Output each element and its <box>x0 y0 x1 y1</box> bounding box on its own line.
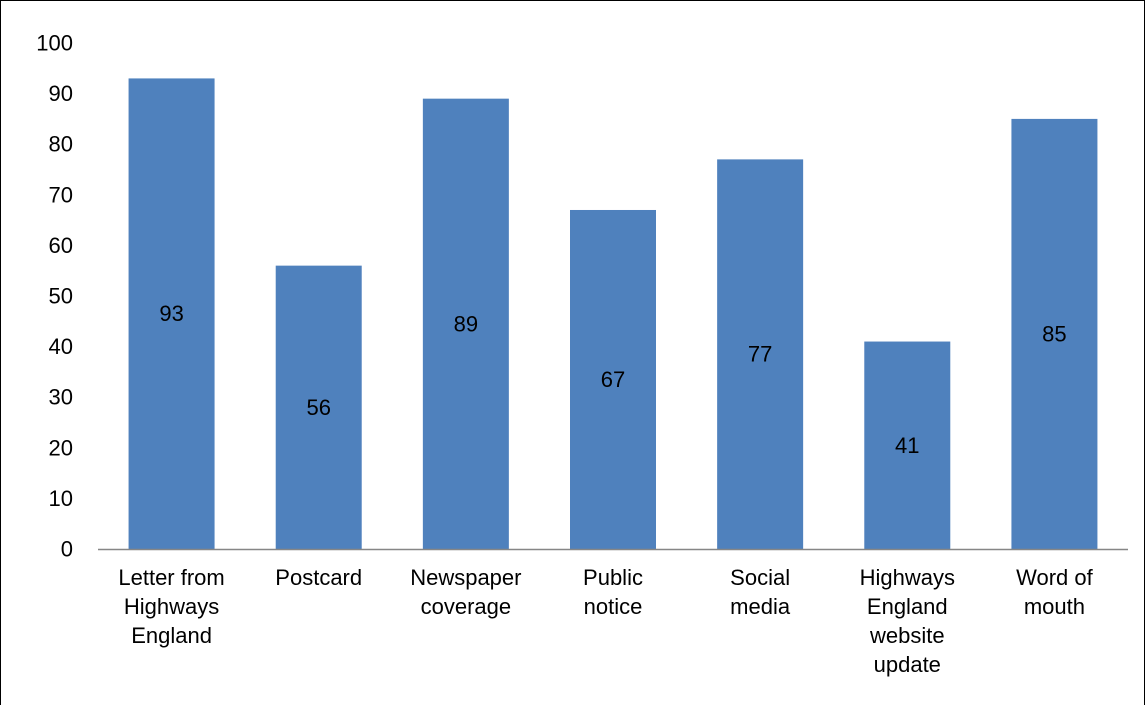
x-category-label-line: Word of <box>1016 565 1094 590</box>
data-labels-group: 93 56 89 67 77 41 85 <box>159 301 1066 458</box>
x-category-label-line: Highways <box>860 565 955 590</box>
bar-value-label: 93 <box>159 301 183 326</box>
x-category-label-line: coverage <box>421 594 512 619</box>
y-tick-label: 10 <box>49 486 73 511</box>
y-tick-label: 100 <box>36 31 73 56</box>
bar <box>717 159 804 549</box>
x-category-label: Highways England website update <box>860 565 955 677</box>
y-tick-label: 70 <box>49 182 73 207</box>
x-category-label-line: Newspaper <box>410 565 521 590</box>
x-category-label: Postcard <box>275 565 362 590</box>
x-category-label-line: Public <box>583 565 643 590</box>
y-axis-ticks: 0 10 20 30 40 50 60 70 80 90 100 <box>36 31 73 562</box>
x-category-label: Word of mouth <box>1016 565 1094 619</box>
x-category-label: Social media <box>730 565 791 619</box>
x-category-label-line: Postcard <box>275 565 362 590</box>
x-category-label-line: update <box>874 652 941 677</box>
y-tick-label: 60 <box>49 233 73 258</box>
bar-value-label: 67 <box>601 367 625 392</box>
y-tick-label: 30 <box>49 385 73 410</box>
y-tick-label: 0 <box>61 537 73 562</box>
x-axis-labels: Letter from Highways England Postcard Newspa… <box>118 565 1093 677</box>
x-category-label-line: England <box>867 594 948 619</box>
y-tick-label: 40 <box>49 334 73 359</box>
y-tick-label: 80 <box>49 132 73 157</box>
x-category-label-line: Letter from <box>118 565 224 590</box>
bar <box>570 209 656 550</box>
bar-value-label: 89 <box>454 311 478 336</box>
bar <box>275 265 362 549</box>
bar <box>1011 118 1098 550</box>
bar <box>864 341 951 549</box>
bar <box>128 78 215 550</box>
x-category-label-line: notice <box>584 594 643 619</box>
bars-group <box>128 78 1098 550</box>
x-category-label-line: Social <box>730 565 790 590</box>
y-tick-label: 50 <box>49 284 73 309</box>
x-category-label-line: Highways <box>124 594 219 619</box>
x-category-label-line: mouth <box>1024 594 1085 619</box>
bar <box>422 98 509 549</box>
x-category-label-line: website <box>869 623 945 648</box>
bar-value-label: 77 <box>748 342 772 367</box>
x-category-label-line: England <box>131 623 212 648</box>
x-category-label: Letter from Highways England <box>118 565 224 648</box>
bar-value-label: 56 <box>306 395 330 420</box>
y-tick-label: 90 <box>49 81 73 106</box>
x-category-label: Newspaper coverage <box>410 565 521 619</box>
y-tick-label: 20 <box>49 435 73 460</box>
bar-value-label: 85 <box>1042 321 1066 346</box>
bar-value-label: 41 <box>895 433 919 458</box>
x-category-label: Public notice <box>583 565 643 619</box>
x-category-label-line: media <box>730 594 791 619</box>
